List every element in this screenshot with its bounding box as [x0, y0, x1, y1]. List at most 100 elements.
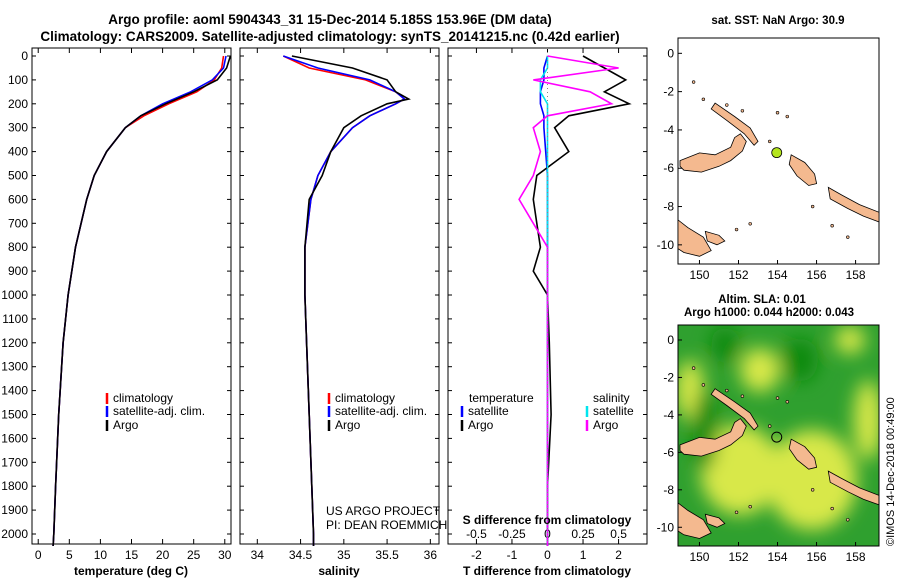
t-difference-xlabel: T difference from climatology — [463, 564, 631, 578]
land-polygon — [704, 513, 726, 528]
lon-tick-label: 156 — [807, 268, 827, 282]
project-credit-line1: US ARGO PROJECT — [326, 504, 441, 518]
temperature-plot-frame — [31, 47, 232, 545]
depth-tick-label: 1900 — [1, 503, 28, 517]
x2-tick-label: 0.5 — [610, 527, 627, 541]
series-line-s-argo — [518, 55, 619, 546]
depth-tick-label: 400 — [8, 145, 28, 159]
lat-tick-label: -4 — [663, 123, 674, 137]
land-polygon — [788, 154, 818, 186]
islet — [734, 227, 739, 232]
depth-tick-label: 1700 — [1, 455, 28, 469]
sla-map-frame — [677, 324, 880, 547]
series-line-argo — [52, 55, 232, 547]
islet — [701, 383, 706, 387]
islet — [725, 103, 729, 107]
salinity-xlabel: salinity — [318, 564, 360, 578]
sst-map-title: sat. SST: NaN Argo: 30.9 — [711, 15, 844, 27]
salinity-legend: climatology satellite-adj. clim. Argo — [327, 391, 427, 432]
land-polygon — [827, 186, 879, 223]
lat-tick-label: -2 — [663, 370, 674, 384]
x2-tick-label: 0.25 — [571, 527, 595, 541]
sla-low-1 — [711, 327, 739, 363]
lon-tick-label: 154 — [768, 268, 788, 282]
depth-tick-label: 900 — [8, 264, 28, 278]
land-polygon — [788, 438, 818, 470]
islet — [830, 506, 834, 511]
project-credit-line2: PI: DEAN ROEMMICH — [326, 518, 447, 532]
lon-tick-label: 152 — [728, 268, 748, 282]
series-line-t-argo — [532, 55, 632, 546]
x-tick-label: 0 — [544, 548, 551, 562]
lon-tick-label: 158 — [846, 550, 866, 564]
islet — [740, 394, 745, 398]
depth-tick-label: 300 — [8, 121, 28, 135]
x-tick-label: 20 — [156, 548, 170, 562]
depth-tick-label: 500 — [8, 169, 28, 183]
depth-tick-label: 700 — [8, 216, 28, 230]
lon-tick-label: 156 — [807, 550, 827, 564]
sla-map-title-1: Altim. SLA: 0.01 — [718, 294, 806, 306]
sst-map: 150 152 154 156 158 0 -2 -4 -6 -8 -10 — [657, 37, 880, 282]
islet — [701, 97, 706, 101]
x-tick-label: 10 — [94, 548, 108, 562]
land-polygon — [827, 470, 879, 506]
sla-high-2 — [767, 430, 857, 530]
lon-tick-label: 152 — [728, 550, 748, 564]
x2-tick-label: -0.5 — [466, 527, 487, 541]
land-polygon — [679, 418, 747, 457]
sla-high-6 — [835, 326, 865, 354]
legend-argo: Argo — [113, 418, 139, 432]
islet — [748, 504, 752, 509]
depth-tick-label: 200 — [8, 97, 28, 111]
lat-tick-label: -2 — [663, 85, 674, 99]
islet — [846, 518, 850, 522]
difference-legend: temperature satellite Argo salinity sate… — [460, 391, 634, 432]
lon-tick-label: 150 — [689, 550, 709, 564]
islet — [740, 109, 745, 113]
x-tick-label: 35 — [337, 548, 351, 562]
depth-axis: 0 100 200 300 400 500 600 700 800 900 1000 1100 1200… — [1, 49, 647, 541]
islet — [691, 80, 696, 84]
lon-tick-label: 158 — [846, 268, 866, 282]
islet — [734, 510, 739, 514]
x-tick-label: 30 — [218, 548, 232, 562]
imos-credit: ©IMOS 14-Dec-2018 00:49:00 — [885, 397, 897, 546]
temperature-legend: climatology satellite-adj. clim. Argo — [105, 391, 205, 432]
islet — [785, 114, 789, 119]
salinity-plot-frame — [239, 47, 440, 545]
islet — [768, 424, 772, 428]
temperature-panel: 0 5 10 15 20 25 30 — [35, 48, 232, 562]
s-difference-xlabel: S difference from climatology — [463, 513, 632, 527]
land-polygon — [678, 219, 712, 257]
legend-s-satellite: satellite — [593, 404, 634, 418]
x-tick-label: 15 — [125, 548, 139, 562]
lat-tick-label: -6 — [663, 161, 674, 175]
x-tick-label: 2 — [615, 548, 622, 562]
x-tick-label: 1 — [580, 548, 587, 562]
sla-high-3 — [740, 348, 780, 392]
lon-tick-label: 154 — [768, 550, 788, 564]
land-polygon — [710, 102, 759, 146]
x-tick-label: 35.5 — [375, 548, 399, 562]
depth-tick-label: 1600 — [1, 431, 28, 445]
legend-satellite-adj: satellite-adj. clim. — [335, 404, 427, 418]
lat-tick-label: 0 — [667, 46, 674, 60]
depth-tick-label: 100 — [8, 73, 28, 87]
lon-tick-label: 150 — [689, 268, 709, 282]
legend-climatology: climatology — [113, 391, 173, 405]
sla-map-title-2: Argo h1000: 0.044 h2000: 0.043 — [684, 307, 854, 319]
legend-climatology: climatology — [335, 391, 395, 405]
legend-t-satellite: satellite — [468, 404, 509, 418]
legend-temperature-head: temperature — [469, 391, 534, 405]
depth-tick-label: 1000 — [1, 288, 28, 302]
legend-argo: Argo — [335, 418, 361, 432]
argo-location-marker — [771, 147, 783, 159]
islet — [785, 400, 789, 404]
difference-panel: -2 -1 0 1 2-0.5 -0.25 0 0.25 0.5 — [466, 48, 632, 562]
islet — [775, 396, 780, 400]
x-tick-label: 34 — [251, 548, 265, 562]
depth-tick-label: 1500 — [1, 408, 28, 422]
land-polygon — [704, 230, 726, 246]
